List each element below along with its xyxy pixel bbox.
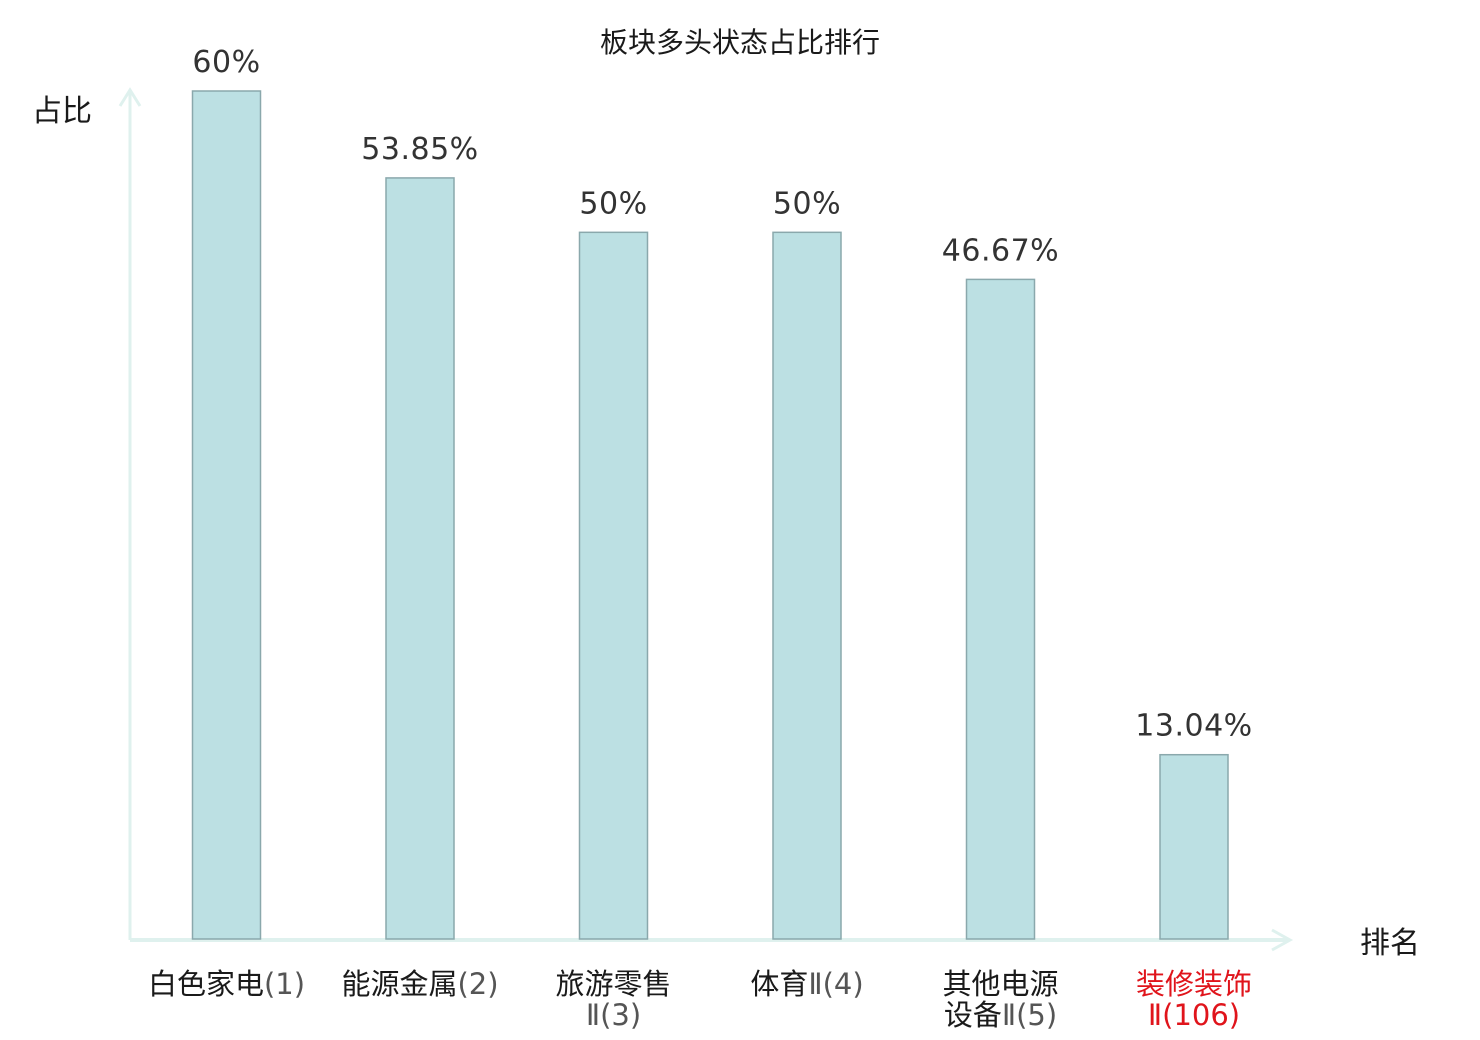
x-axis-arrow-icon — [1271, 928, 1294, 952]
bar — [385, 177, 455, 940]
bar — [772, 231, 842, 940]
axes — [118, 87, 1294, 952]
bar — [578, 231, 649, 940]
y-axis-arrow-icon — [118, 87, 142, 107]
x-tick-label: 其他电源 — [942, 967, 1058, 1001]
bar — [1159, 753, 1229, 940]
y-axis-title: 占比 — [32, 94, 92, 129]
bar — [191, 90, 262, 940]
x-tick-label: Ⅱ(106) — [1148, 998, 1240, 1032]
x-axis-title: 排名 — [1360, 926, 1420, 961]
chart-title: 板块多头状态占比排行 — [600, 26, 880, 59]
x-tick-label: 白色家电(1) — [148, 967, 305, 1001]
bar-value-label: 46.67% — [942, 233, 1059, 268]
bars-group — [191, 90, 1229, 940]
x-tick-label: 能源金属(2) — [341, 967, 498, 1001]
x-tick-label: 体育Ⅱ(4) — [750, 967, 863, 1001]
bar-value-label: 50% — [579, 186, 647, 221]
x-tick-label: 旅游零售 — [555, 967, 671, 1001]
x-tick-label: 设备Ⅱ(5) — [944, 998, 1057, 1032]
bar-value-label: 53.85% — [361, 132, 478, 167]
bar-value-label: 13.04% — [1135, 709, 1252, 744]
bar — [965, 278, 1036, 940]
bar-value-label: 50% — [773, 186, 841, 221]
x-tick-label: 装修装饰 — [1136, 967, 1252, 1001]
bar-value-label: 60% — [192, 45, 260, 80]
x-tick-label: Ⅱ(3) — [586, 998, 641, 1032]
value-labels-group: 60% 53.85% 50% 50% 46.67% 13.04% — [192, 45, 1252, 744]
